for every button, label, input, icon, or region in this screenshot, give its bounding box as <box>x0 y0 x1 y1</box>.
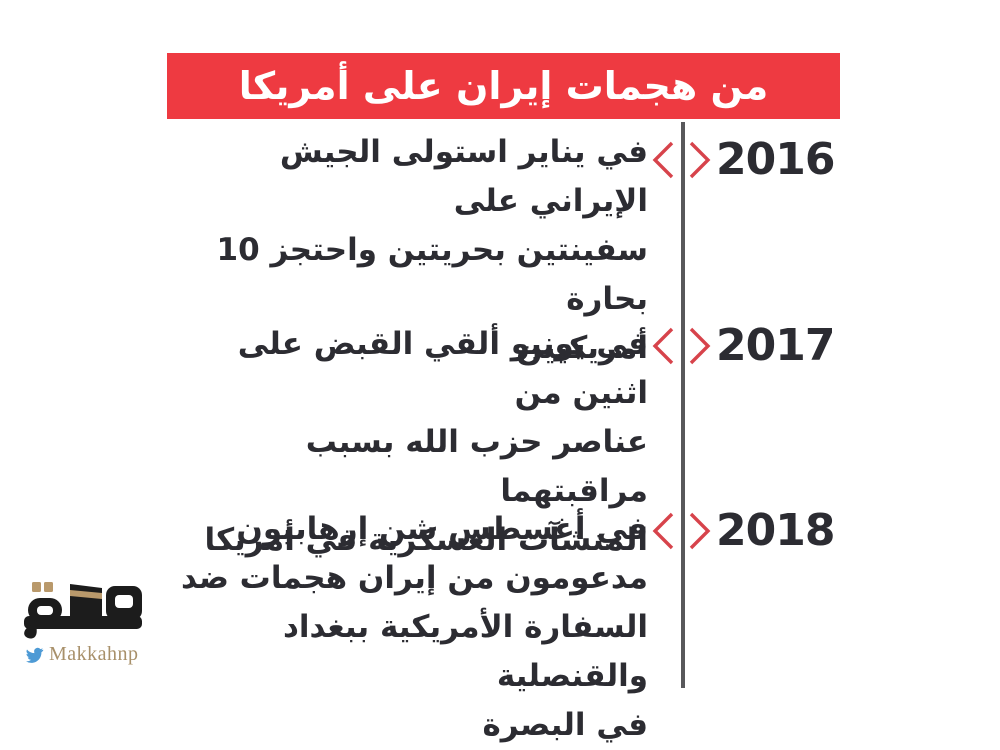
makkah-logo: Makkahnp <box>20 580 150 666</box>
twitter-handle-row: Makkahnp <box>20 643 150 666</box>
event-line: أمريكيين <box>516 330 648 366</box>
twitter-handle: Makkahnp <box>49 643 139 665</box>
event-line: المنشآت العسكرية في أمريكا <box>204 522 648 558</box>
chevron-right-icon <box>689 511 711 551</box>
chevron-left-icon <box>652 140 674 180</box>
makkah-logo-mark <box>24 582 142 639</box>
chevron-left-icon <box>652 326 674 366</box>
event-line: في يونيو ألقي القبض على اثنين من <box>237 326 648 411</box>
year-label-2018: 2018 <box>716 505 835 556</box>
event-line: سفينتين بحريتين واحتجز 10 بحارة <box>216 232 648 317</box>
event-text-2018: في أغسطس شن إرهابيون مدعومون من إيران هج… <box>178 505 648 750</box>
event-line: السفارة الأمريكية ببغداد والقنصلية <box>282 609 648 694</box>
timeline-line <box>681 122 685 688</box>
chevron-left-icon <box>652 511 674 551</box>
event-line: في أغسطس شن إرهابيون <box>236 511 648 547</box>
header-banner: من هجمات إيران على أمريكا <box>167 53 840 119</box>
event-text-2017: في يونيو ألقي القبض على اثنين من عناصر ح… <box>178 320 648 565</box>
event-line: في البصرة <box>482 707 648 743</box>
chevron-right-icon <box>689 326 711 366</box>
year-label-2016: 2016 <box>716 134 835 185</box>
event-line: عناصر حزب الله بسبب مراقبتهما <box>305 424 648 509</box>
year-label-2017: 2017 <box>716 320 835 371</box>
twitter-bird-icon <box>25 647 44 663</box>
chevron-right-icon <box>689 140 711 180</box>
event-line: مدعومون من إيران هجمات ضد <box>181 560 648 596</box>
header-title: من هجمات إيران على أمريكا <box>238 64 769 108</box>
event-line: في يناير استولى الجيش الإيراني على <box>279 134 648 219</box>
event-text-2016: في يناير استولى الجيش الإيراني على سفينت… <box>178 128 648 373</box>
